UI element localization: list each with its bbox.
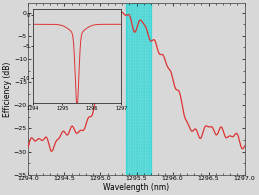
Bar — [126, 4, 151, 175]
Y-axis label: Efficiency (dB): Efficiency (dB) — [3, 61, 12, 117]
X-axis label: Wavelength (nm): Wavelength (nm) — [103, 183, 170, 191]
